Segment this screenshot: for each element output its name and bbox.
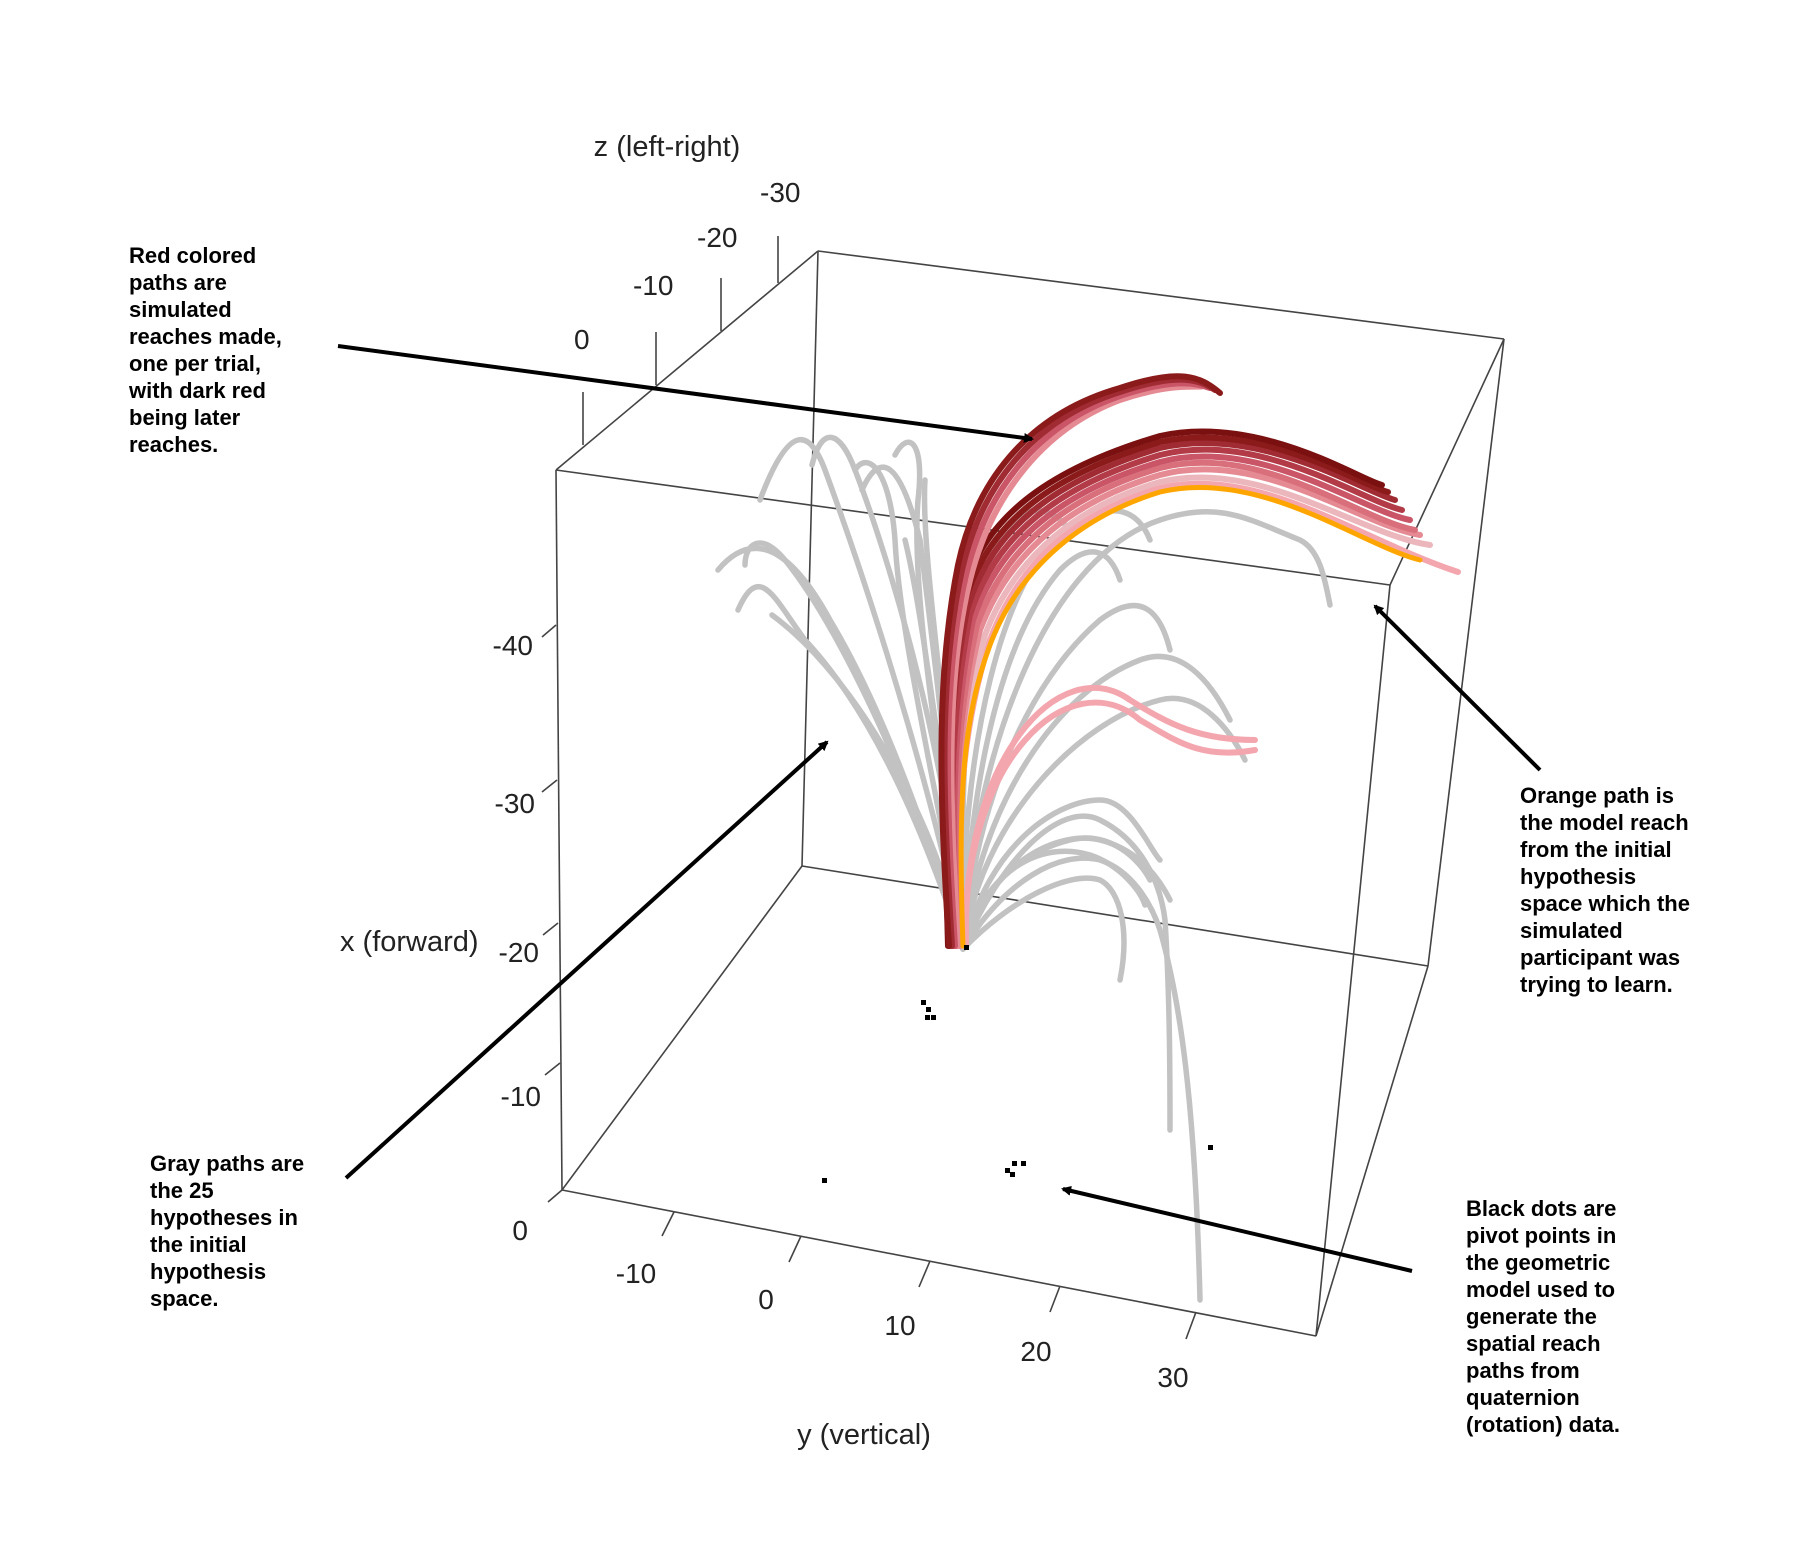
pivot-dot bbox=[1208, 1145, 1213, 1150]
y-tick-label: 30 bbox=[1157, 1362, 1188, 1393]
y-tick-label: 20 bbox=[1020, 1336, 1051, 1367]
z-axis-title: z (left-right) bbox=[594, 131, 741, 163]
pivot-dot bbox=[926, 1007, 931, 1012]
arrow-gray-paths bbox=[344, 740, 829, 1180]
simulated-reach-paths bbox=[938, 373, 1461, 949]
x-tick-label: 0 bbox=[512, 1215, 528, 1246]
orange-model-path bbox=[958, 485, 1423, 949]
x-axis-title: x (forward) bbox=[340, 926, 479, 958]
pivot-dot bbox=[1005, 1168, 1010, 1173]
pivot-dot bbox=[1012, 1161, 1017, 1166]
gray-path bbox=[960, 508, 1333, 952]
y-tick-label: 0 bbox=[758, 1284, 774, 1315]
gray-path bbox=[757, 436, 966, 952]
gray-path bbox=[960, 855, 1203, 1303]
gray-path bbox=[960, 602, 1173, 952]
arrow-red-paths bbox=[337, 344, 1034, 443]
y-tick-label: 10 bbox=[884, 1310, 915, 1341]
x-tick-label: -30 bbox=[495, 788, 535, 819]
x-tick-label: -20 bbox=[499, 937, 539, 968]
z-tick-label: -10 bbox=[633, 270, 673, 301]
annotation-arrows bbox=[337, 344, 1542, 1273]
gray-paths-note: Gray paths are the 25 hypotheses in the … bbox=[150, 1151, 305, 1311]
arrow-orange-path bbox=[1373, 604, 1542, 772]
simulated-reach-path bbox=[944, 380, 1213, 949]
gray-path bbox=[960, 813, 1173, 1133]
pivot-dot bbox=[822, 1178, 827, 1183]
arrow-black-dots bbox=[1061, 1185, 1413, 1273]
pivot-dot bbox=[931, 1015, 936, 1020]
red-paths-note: Red colored paths are simulated reaches … bbox=[129, 243, 282, 457]
tick-labels: -30 -20 -10 0 -40 -30 -20 -10 0 -10 0 10… bbox=[493, 177, 1189, 1393]
black-dots-note: Black dots are pivot points in the geome… bbox=[1466, 1196, 1620, 1437]
y-tick-label: -10 bbox=[616, 1258, 656, 1289]
gray-path bbox=[960, 875, 1127, 983]
simulated-reach-path bbox=[948, 382, 1208, 949]
bounding-box bbox=[555, 250, 1505, 1337]
pivot-dot bbox=[925, 1015, 930, 1020]
y-axis-title: y (vertical) bbox=[797, 1419, 931, 1451]
z-tick-label: -30 bbox=[760, 177, 800, 208]
pivot-dot bbox=[1021, 1161, 1026, 1166]
gray-path bbox=[742, 540, 966, 952]
pivot-points bbox=[822, 945, 1213, 1183]
gray-path bbox=[960, 653, 1233, 952]
tick-marks bbox=[541, 236, 1197, 1340]
x-tick-label: -40 bbox=[493, 630, 533, 661]
x-tick-label: -10 bbox=[501, 1081, 541, 1112]
orange-path-note: Orange path is the model reach from the … bbox=[1520, 783, 1690, 997]
simulated-reach-path bbox=[962, 685, 1258, 949]
pivot-dot bbox=[921, 1000, 926, 1005]
simulated-reach-path bbox=[938, 373, 1223, 949]
gray-path bbox=[960, 549, 1123, 952]
z-tick-label: -20 bbox=[697, 222, 737, 253]
pivot-dot bbox=[964, 945, 969, 950]
z-tick-label: 0 bbox=[574, 324, 590, 355]
pivot-dot bbox=[1010, 1172, 1015, 1177]
gray-path bbox=[960, 797, 1163, 952]
